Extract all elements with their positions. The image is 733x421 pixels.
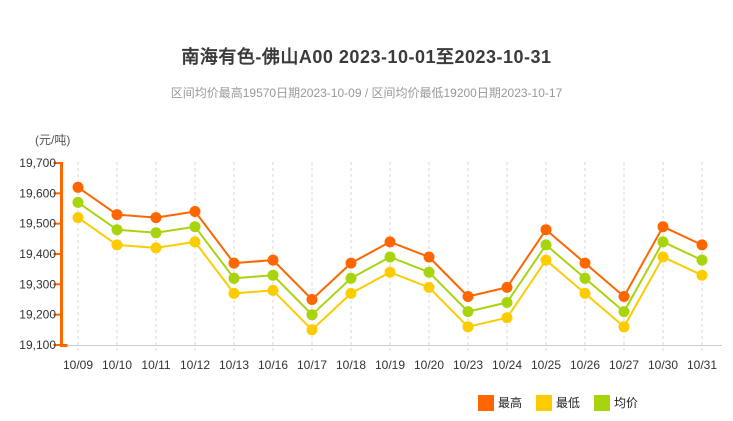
data-point-high [696, 239, 708, 251]
x-axis-label: 10/17 [297, 358, 327, 372]
legend-swatch-low [536, 394, 553, 411]
legend-label-high: 最高 [498, 396, 523, 410]
legend-swatch-high [478, 394, 494, 411]
data-point-high [72, 181, 84, 193]
data-point-low [345, 287, 357, 299]
data-point-high [384, 236, 396, 248]
legend-item-high: 最高 [478, 394, 522, 411]
data-point-avg [618, 306, 630, 318]
x-axis-label: 10/11 [141, 358, 170, 372]
legend-swatch-avg [594, 394, 611, 411]
data-point-high [501, 281, 513, 293]
data-point-low [306, 324, 318, 336]
data-point-high [150, 212, 162, 224]
x-axis-label: 10/13 [219, 358, 249, 372]
data-point-avg [72, 196, 84, 208]
x-axis-label: 10/18 [336, 358, 366, 372]
y-axis-label: 19,200 [19, 308, 56, 322]
data-point-low [150, 242, 162, 254]
data-point-high [579, 257, 591, 269]
legend-item-low: 最低 [536, 394, 580, 411]
data-point-high [267, 254, 279, 266]
y-axis-label: 19,500 [19, 217, 56, 231]
x-axis-label: 10/20 [414, 358, 444, 372]
data-point-avg [696, 254, 708, 266]
data-point-low [189, 236, 201, 248]
data-point-avg [150, 227, 162, 239]
x-axis-label: 10/12 [180, 358, 210, 372]
data-point-low [267, 284, 279, 296]
data-point-high [111, 209, 123, 221]
data-point-avg [384, 251, 396, 263]
data-point-avg [267, 269, 279, 281]
x-axis-label: 10/27 [609, 358, 639, 372]
chart-legend: 最高 最低 均价 [478, 394, 638, 411]
data-point-avg [462, 306, 474, 318]
data-point-avg [189, 221, 201, 233]
data-point-low [540, 254, 552, 266]
data-point-low [72, 212, 84, 224]
data-point-low [696, 269, 708, 281]
y-axis-label: 19,600 [19, 186, 56, 200]
y-axis-label: 19,300 [19, 277, 56, 291]
x-axis-label: 10/10 [102, 358, 132, 372]
data-point-avg [657, 236, 669, 248]
x-axis-label: 10/31 [687, 358, 717, 372]
legend-label-low: 最低 [556, 396, 581, 410]
data-point-avg [306, 309, 318, 321]
data-point-avg [111, 224, 123, 236]
data-point-low [618, 321, 630, 333]
x-axis-label: 10/23 [453, 358, 483, 372]
chart-title: 南海有色-佛山A00 2023-10-01至2023-10-31 [181, 47, 552, 67]
data-point-low [384, 266, 396, 278]
data-point-high [345, 257, 357, 269]
data-point-low [501, 312, 513, 324]
x-axis-label: 10/25 [531, 358, 561, 372]
data-point-low [111, 239, 123, 251]
data-point-high [228, 257, 240, 269]
data-point-high [189, 206, 201, 217]
data-point-low [462, 321, 474, 333]
x-axis-label: 10/09 [63, 358, 93, 372]
data-point-avg [423, 266, 435, 278]
data-point-high [540, 224, 552, 236]
x-axis-label: 10/24 [492, 358, 522, 372]
data-point-low [423, 281, 435, 293]
data-point-low [657, 251, 669, 263]
y-axis-label: 19,100 [19, 338, 56, 352]
x-axis-label: 10/26 [570, 358, 600, 372]
data-point-avg [579, 272, 591, 284]
data-point-low [228, 287, 240, 299]
data-point-avg [540, 239, 552, 251]
y-axis-unit-label: (元/吨) [35, 133, 71, 147]
y-axis-label: 19,700 [19, 156, 56, 170]
data-point-avg [228, 272, 240, 284]
data-point-avg [345, 272, 357, 284]
data-point-high [657, 221, 669, 233]
x-axis-label: 10/16 [258, 358, 288, 372]
data-point-high [618, 291, 630, 302]
data-point-high [462, 291, 474, 302]
legend-label-avg: 均价 [614, 396, 639, 410]
data-point-high [423, 251, 435, 263]
data-point-low [579, 287, 591, 299]
legend-item-avg: 均价 [594, 394, 638, 411]
data-point-avg [501, 297, 513, 308]
x-axis-label: 10/19 [375, 358, 405, 372]
x-axis-label: 10/30 [648, 358, 678, 372]
chart-subtitle: 区间均价最高19570日期2023-10-09 / 区间均价最低19200日期2… [170, 86, 563, 100]
data-point-high [306, 294, 318, 305]
y-axis-label: 19,400 [19, 247, 56, 261]
